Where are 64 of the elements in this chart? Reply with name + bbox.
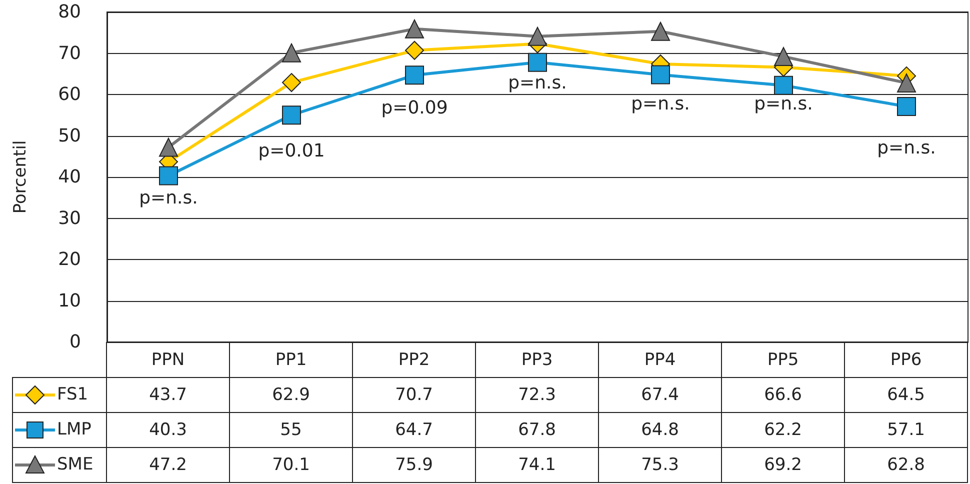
point xyxy=(897,96,916,116)
legend-label: FS1 xyxy=(57,384,88,405)
data-label: 75.3 xyxy=(598,448,722,482)
point xyxy=(897,73,916,92)
x-tick-label: PPN xyxy=(106,342,230,378)
y-tick-label: 10 xyxy=(58,290,81,312)
x-tick-label: PP1 xyxy=(230,342,352,378)
data-label: 64.7 xyxy=(352,412,476,448)
data-label: 64.8 xyxy=(598,412,722,448)
x-tick-label: PP6 xyxy=(844,342,968,378)
legend-label: SME xyxy=(57,454,94,475)
data-label: 62.8 xyxy=(844,448,968,482)
data-label: 66.6 xyxy=(722,378,844,412)
annotation: p=0.01 xyxy=(258,140,325,162)
point xyxy=(282,106,301,125)
data-label: 62.9 xyxy=(230,378,352,412)
annotation: p=n.s. xyxy=(754,94,813,114)
annotation: p=n.s. xyxy=(508,72,567,94)
x-tick-label: PP3 xyxy=(476,342,598,378)
data-label: 70.1 xyxy=(230,448,352,482)
data-label: 74.1 xyxy=(476,448,598,482)
legend-label: LMP xyxy=(57,420,92,440)
y-tick-label: 50 xyxy=(58,125,81,146)
y-tick-label: 20 xyxy=(58,249,81,270)
point xyxy=(405,40,424,60)
annotation: p=n.s. xyxy=(631,94,690,114)
data-label: 67.4 xyxy=(598,378,722,412)
y-tick-label: 0 xyxy=(70,332,81,352)
point xyxy=(282,43,301,62)
point xyxy=(282,73,301,92)
point xyxy=(528,26,547,46)
data-label: 47.2 xyxy=(106,448,230,482)
data-label: 70.7 xyxy=(352,378,476,412)
point xyxy=(405,19,424,38)
y-axis-title: Porcentil xyxy=(10,140,30,214)
y-tick-label: 30 xyxy=(58,208,81,229)
y-tick-label: 60 xyxy=(58,84,81,105)
point xyxy=(159,138,178,157)
point xyxy=(774,47,793,66)
point xyxy=(405,66,424,85)
annotation: p=n.s. xyxy=(877,138,936,158)
data-label: 75.9 xyxy=(352,448,476,482)
data-label: 40.3 xyxy=(106,412,230,448)
x-tick-label: PP5 xyxy=(722,342,844,378)
y-tick-label: 40 xyxy=(58,166,81,188)
data-label: 72.3 xyxy=(476,378,598,412)
point xyxy=(774,76,793,95)
point xyxy=(528,52,547,72)
y-tick-label: 70 xyxy=(58,42,81,64)
x-tick-label: PP2 xyxy=(352,342,476,378)
annotation: p=0.09 xyxy=(381,98,448,118)
data-label: 57.1 xyxy=(844,412,968,448)
point xyxy=(651,22,670,41)
point xyxy=(651,65,670,84)
annotation: p=n.s. xyxy=(139,188,198,208)
data-label: 55 xyxy=(230,412,352,448)
x-tick-label: PP4 xyxy=(598,342,722,378)
data-label: 69.2 xyxy=(722,448,844,482)
data-label: 67.8 xyxy=(476,412,598,448)
point xyxy=(159,166,178,186)
data-label: 64.5 xyxy=(844,378,968,412)
data-label: 43.7 xyxy=(106,378,230,412)
y-tick-label: 80 xyxy=(58,2,81,22)
data-label: 62.2 xyxy=(722,412,844,448)
